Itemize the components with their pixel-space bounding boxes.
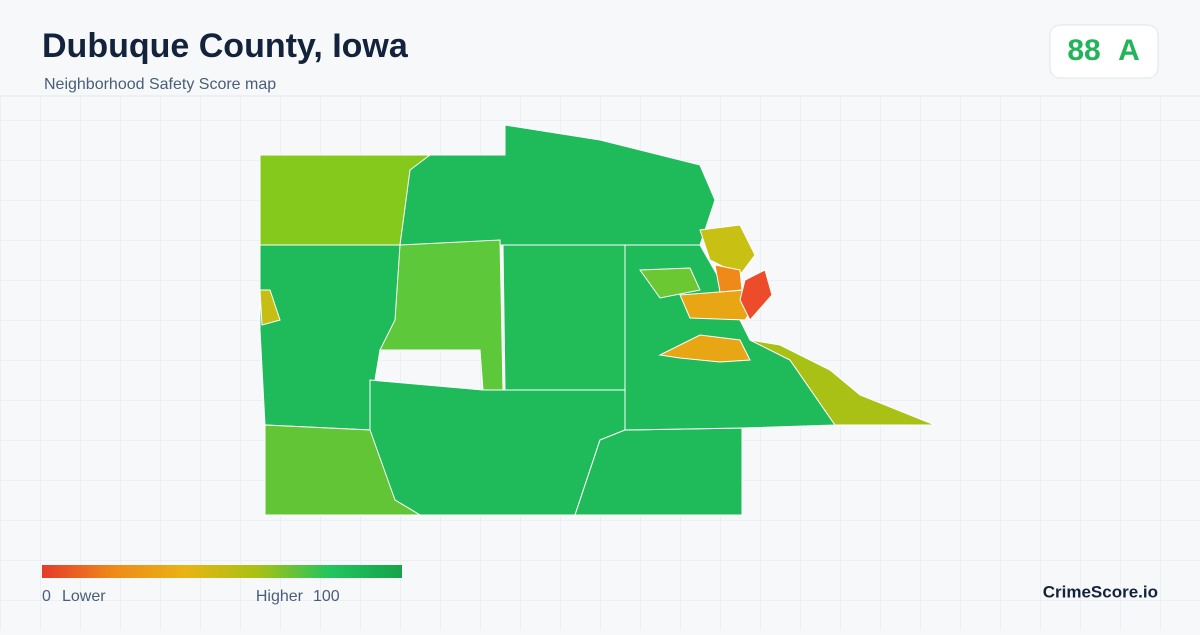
region xyxy=(379,239,504,391)
title: Dubuque County, Iowa xyxy=(42,27,409,65)
region xyxy=(502,244,626,391)
region xyxy=(259,289,281,326)
legend-max: 100 xyxy=(313,588,340,605)
score-badge xyxy=(1049,24,1159,79)
region xyxy=(574,427,743,516)
legend-max-label: Higher xyxy=(256,588,304,605)
region xyxy=(699,224,756,276)
region xyxy=(739,269,773,321)
score-grade: A xyxy=(1118,34,1140,67)
brand: CrimeScore.io xyxy=(1043,582,1158,601)
region xyxy=(264,424,422,516)
region xyxy=(658,334,751,363)
score-value: 88 xyxy=(1067,34,1100,67)
legend-scale xyxy=(42,565,402,578)
region xyxy=(714,264,743,293)
legend-min-label: Lower xyxy=(62,588,106,605)
region xyxy=(639,267,701,299)
legend-min: 0 xyxy=(42,588,51,605)
subtitle: Neighborhood Safety Score map xyxy=(44,76,276,93)
county-map xyxy=(259,124,936,516)
region xyxy=(749,339,936,426)
